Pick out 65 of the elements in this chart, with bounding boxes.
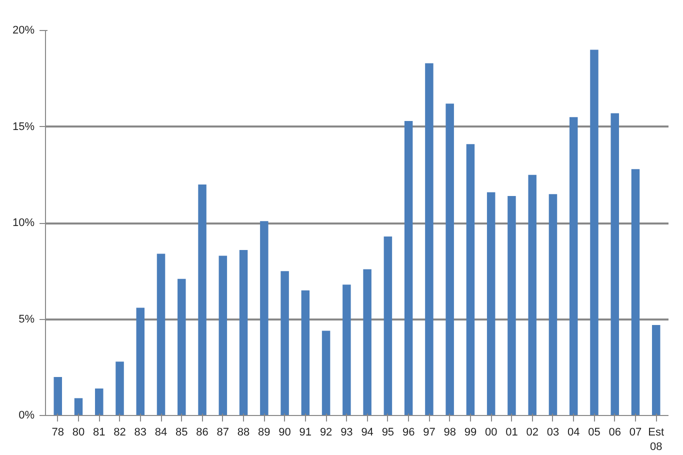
bar: [342, 284, 351, 416]
bar: [610, 113, 619, 416]
x-tick-label: 85: [176, 426, 188, 438]
x-tick-label: 96: [402, 426, 415, 438]
bar: [486, 192, 496, 416]
x-tick-label: 83: [134, 426, 147, 438]
x-tick-label: 03: [546, 426, 560, 438]
x-tick-label: 93: [340, 426, 353, 438]
x-tick-label: 07: [629, 426, 642, 438]
x-tick-label: 04: [567, 426, 580, 438]
bar: [569, 117, 578, 416]
x-tick-label: 89: [258, 426, 270, 438]
x-tick-label: Est 08: [648, 426, 664, 453]
bar: [528, 174, 536, 416]
bar: [156, 254, 166, 416]
x-tick-label: 92: [320, 426, 332, 438]
x-tick-label: 86: [196, 426, 208, 438]
bar: [218, 256, 228, 416]
bar: [54, 377, 62, 416]
x-tick-label: 06: [608, 426, 621, 438]
bar: [260, 221, 268, 416]
x-tick-label: 99: [464, 426, 477, 438]
bar: [384, 236, 392, 416]
x-tick-label: 95: [382, 426, 394, 438]
bar: [116, 362, 124, 416]
bar: [198, 184, 206, 416]
x-tick-label: 00: [484, 426, 498, 438]
x-tick-label: 84: [154, 426, 168, 438]
x-tick-label: 98: [444, 426, 456, 438]
y-tick-label: 10%: [12, 217, 35, 229]
y-tick-label: 0%: [18, 410, 35, 422]
bar: [178, 278, 186, 416]
bar: [74, 398, 83, 416]
bar: [446, 104, 454, 416]
x-tick-label: 91: [299, 426, 312, 438]
x-tick-label: 82: [114, 426, 126, 438]
bar: [548, 194, 558, 416]
bar: [425, 63, 434, 416]
x-tick-label: 90: [278, 426, 291, 438]
bar: [631, 169, 640, 416]
bar: [280, 271, 289, 416]
y-tick-label: 5%: [18, 313, 35, 326]
bar: [136, 308, 145, 416]
x-tick-label: 87: [216, 426, 230, 438]
x-tick-label: 94: [361, 426, 374, 438]
x-tick-label: 80: [72, 426, 85, 438]
x-tick-label: 97: [423, 426, 436, 438]
x-tick-label: 78: [52, 426, 64, 438]
x-tick-label: 02: [526, 426, 538, 438]
x-tick-label: 05: [588, 426, 600, 438]
bar: [95, 388, 104, 416]
bar: [301, 290, 310, 416]
y-tick-label: 20%: [12, 24, 35, 36]
x-tick-label: 81: [93, 426, 106, 438]
bar: [466, 144, 475, 416]
bar: [508, 196, 516, 416]
x-tick-label: 01: [506, 426, 518, 438]
bar: [404, 120, 413, 416]
bar: [363, 269, 372, 416]
y-tick-label: 15%: [12, 120, 35, 133]
bar: [652, 325, 660, 416]
bar: [590, 50, 598, 416]
x-tick-label: 88: [237, 426, 250, 438]
bar: [322, 330, 330, 416]
bar: [239, 250, 248, 416]
